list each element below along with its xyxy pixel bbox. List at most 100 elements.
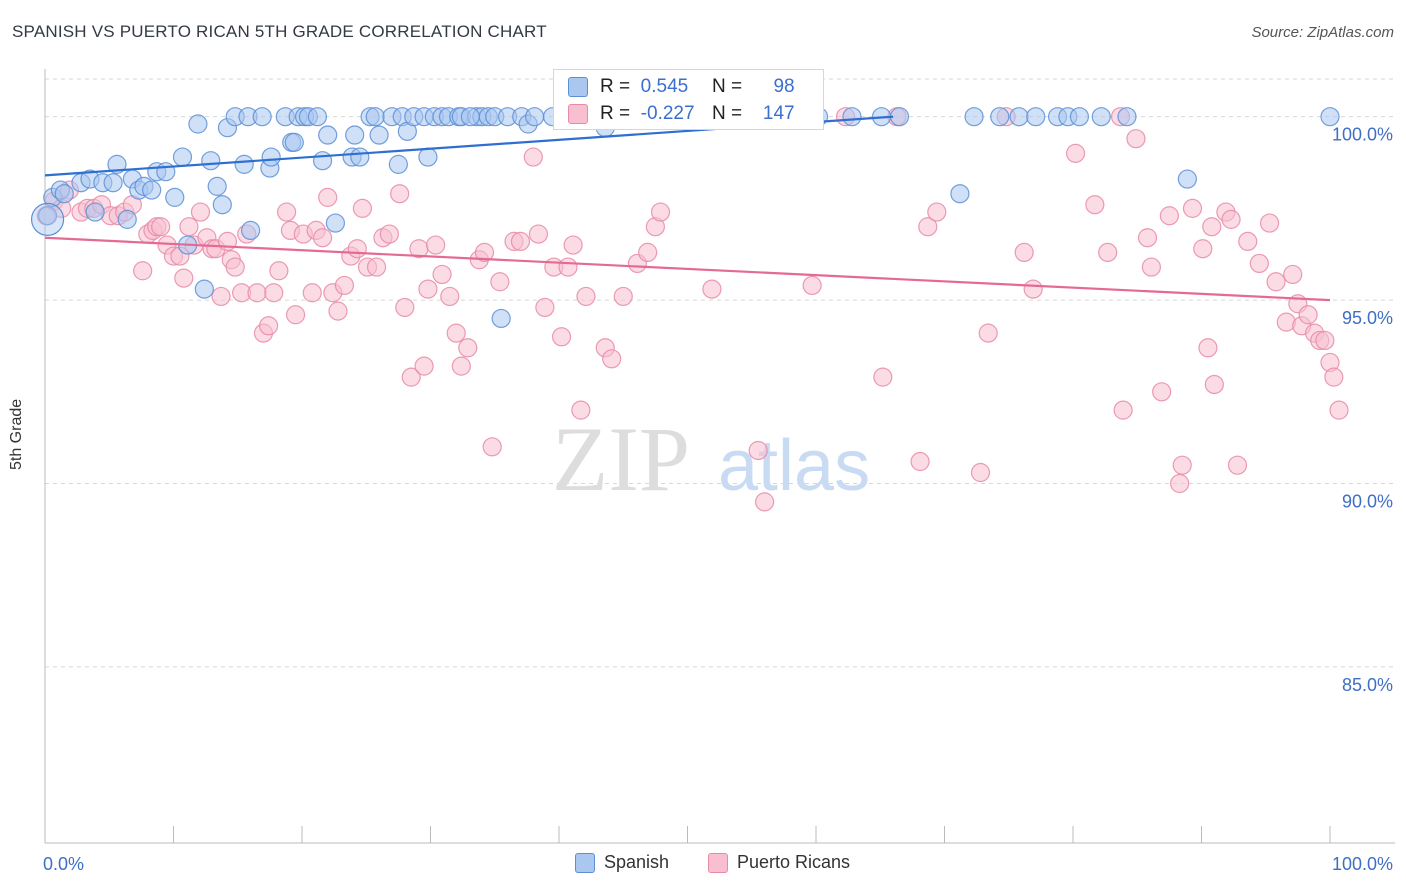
spanish-legend-label: Spanish bbox=[604, 852, 670, 872]
puerto-ricans-point bbox=[576, 286, 596, 307]
puerto-ricans-point bbox=[1126, 129, 1146, 149]
spanish-point bbox=[212, 195, 232, 215]
puerto-ricans-point bbox=[432, 264, 452, 285]
puerto-ricans-point bbox=[264, 283, 284, 303]
spanish-point bbox=[1026, 107, 1046, 127]
chart-source: Source: ZipAtlas.com bbox=[1251, 24, 1394, 41]
puerto-ricans-point bbox=[802, 275, 822, 296]
spanish-point bbox=[345, 125, 365, 145]
puerto-ricans-point bbox=[551, 327, 572, 347]
spanish-point bbox=[1177, 169, 1197, 189]
puerto-ricans-point bbox=[179, 217, 199, 237]
puerto-ricans-point bbox=[563, 235, 583, 255]
spanish-point bbox=[165, 187, 185, 207]
puerto-ricans-point bbox=[1315, 330, 1335, 351]
puerto-ricans-point bbox=[523, 147, 543, 167]
puerto-ricans-point bbox=[174, 268, 194, 288]
spanish-point bbox=[156, 162, 176, 182]
legend-item-puerto-ricans[interactable]: Puerto Ricans bbox=[708, 852, 850, 873]
series-puerto-ricans bbox=[36, 107, 1349, 512]
puerto-ricans-point bbox=[558, 257, 578, 277]
puerto-ricans-point bbox=[1113, 400, 1133, 420]
legend-item-spanish[interactable]: Spanish bbox=[575, 852, 669, 873]
puerto-ricans-point bbox=[638, 242, 658, 263]
y-tick-label: 100.0% bbox=[1332, 125, 1393, 145]
x-tick-label: 100.0% bbox=[1332, 854, 1393, 874]
spanish-point bbox=[241, 220, 261, 241]
puerto-ricans-point bbox=[390, 184, 410, 204]
spanish-swatch bbox=[568, 77, 588, 97]
puerto-ricans-point bbox=[571, 400, 591, 420]
puerto-ricans-point bbox=[1141, 257, 1161, 277]
spanish-point bbox=[207, 176, 227, 196]
puerto-ricans-point bbox=[446, 323, 466, 343]
spanish-point bbox=[964, 107, 984, 127]
spanish-point bbox=[990, 107, 1010, 127]
puerto-ricans-point bbox=[318, 187, 338, 207]
puerto-ricans-point bbox=[151, 217, 171, 237]
spanish-point bbox=[1117, 107, 1137, 127]
puerto-ricans-r-value: -0.227 bbox=[640, 103, 695, 124]
puerto-ricans-point bbox=[602, 349, 622, 369]
puerto-ricans-point bbox=[418, 279, 438, 299]
puerto-ricans-point bbox=[1198, 338, 1218, 358]
puerto-ricans-legend-swatch bbox=[708, 852, 728, 873]
spanish-point bbox=[1009, 107, 1029, 127]
puerto-ricans-point bbox=[1014, 242, 1034, 263]
n-label: N = bbox=[711, 103, 743, 124]
puerto-ricans-point bbox=[1204, 374, 1224, 395]
puerto-ricans-trend-line bbox=[44, 236, 1331, 302]
puerto-ricans-point bbox=[366, 257, 387, 277]
spanish-point bbox=[261, 147, 281, 167]
puerto-ricans-point bbox=[1238, 231, 1258, 252]
puerto-ricans-point bbox=[748, 440, 768, 461]
puerto-ricans-point bbox=[510, 231, 531, 252]
spanish-point bbox=[460, 107, 480, 127]
puerto-ricans-point bbox=[1023, 279, 1043, 299]
puerto-ricans-point bbox=[225, 257, 245, 277]
spanish-point bbox=[369, 125, 389, 145]
puerto-ricans-point bbox=[334, 275, 355, 296]
spanish-point bbox=[54, 184, 74, 204]
spanish-point bbox=[350, 147, 370, 167]
spanish-point bbox=[950, 184, 970, 204]
spanish-point bbox=[1091, 107, 1111, 127]
puerto-ricans-point bbox=[458, 338, 478, 358]
puerto-ricans-point bbox=[440, 286, 460, 307]
puerto-ricans-point bbox=[482, 437, 502, 457]
puerto-ricans-point bbox=[1329, 400, 1349, 420]
y-tick-label: 95.0% bbox=[1342, 308, 1393, 328]
spanish-point bbox=[142, 180, 162, 200]
puerto-ricans-point bbox=[1159, 206, 1179, 226]
spanish-point bbox=[889, 107, 910, 127]
spanish-point bbox=[107, 154, 127, 174]
puerto-ricans-point bbox=[490, 272, 510, 292]
puerto-ricans-point bbox=[379, 224, 399, 244]
spanish-point bbox=[388, 154, 408, 174]
puerto-ricans-point bbox=[1098, 242, 1118, 263]
puerto-ricans-point bbox=[978, 323, 998, 343]
puerto-ricans-point bbox=[1249, 253, 1269, 274]
puerto-ricans-point bbox=[1227, 455, 1248, 475]
puerto-ricans-point bbox=[702, 279, 722, 299]
spanish-point bbox=[1069, 107, 1090, 127]
puerto-ricans-point bbox=[650, 202, 671, 222]
x-tick-label: 0.0% bbox=[43, 854, 84, 874]
spanish-point bbox=[312, 151, 333, 171]
spanish-legend-swatch bbox=[575, 852, 595, 873]
puerto-ricans-point bbox=[528, 224, 549, 244]
puerto-ricans-point bbox=[1260, 213, 1280, 233]
puerto-ricans-point bbox=[873, 367, 893, 387]
puerto-ricans-point bbox=[474, 242, 495, 263]
watermark-zip: ZIP bbox=[552, 408, 690, 510]
puerto-ricans-point bbox=[133, 261, 153, 281]
puerto-ricans-point bbox=[1324, 367, 1344, 387]
spanish-point bbox=[325, 213, 346, 233]
puerto-ricans-point bbox=[347, 239, 367, 259]
spanish-point bbox=[1320, 107, 1340, 127]
r-label: R = bbox=[600, 103, 631, 124]
puerto-ricans-point bbox=[269, 261, 289, 281]
y-tick-label: 90.0% bbox=[1342, 492, 1393, 512]
puerto-ricans-point bbox=[312, 228, 333, 248]
puerto-ricans-point bbox=[910, 451, 930, 472]
